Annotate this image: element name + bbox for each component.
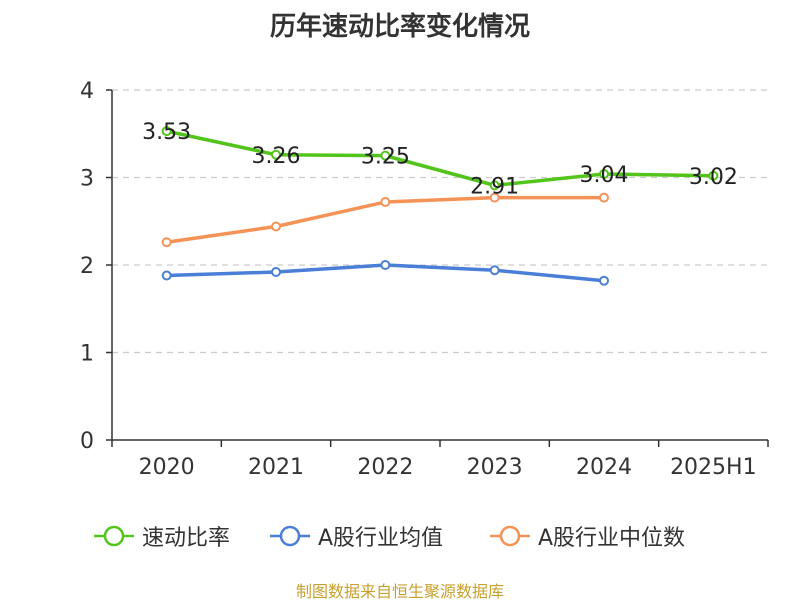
legend-item-industry-mean[interactable]: A股行业均值 bbox=[270, 516, 443, 556]
data-point-series-0 bbox=[380, 150, 391, 161]
data-point-series-0 bbox=[161, 126, 172, 137]
data-point-series-2 bbox=[380, 197, 391, 207]
data-point-series-0 bbox=[708, 170, 719, 181]
data-point-series-2 bbox=[271, 221, 281, 232]
data-point-series-1 bbox=[161, 270, 172, 281]
y-tick-label: 4 bbox=[80, 79, 94, 104]
data-point-series-0 bbox=[489, 180, 500, 191]
data-point-series-2 bbox=[599, 192, 609, 203]
x-tick-label: 2022 bbox=[357, 455, 413, 480]
series-line-0 bbox=[166, 129, 714, 188]
data-label: 3.53 bbox=[142, 120, 191, 145]
data-point-series-1 bbox=[271, 267, 281, 277]
x-tick-label: 2020 bbox=[139, 455, 195, 480]
legend: 速动比率 A股行业均值 A股行业中位数 bbox=[0, 516, 800, 556]
data-label: 3.02 bbox=[689, 165, 738, 190]
y-tick-label: 3 bbox=[80, 167, 94, 192]
legend-item-quick-ratio[interactable]: 速动比率 bbox=[94, 516, 230, 556]
legend-label-industry-median: A股行业中位数 bbox=[538, 526, 686, 551]
x-tick-label: 2025H1 bbox=[670, 455, 757, 480]
data-label: 3.25 bbox=[361, 145, 410, 170]
data-label: 2.91 bbox=[470, 174, 519, 199]
legend-marker-industry-mean bbox=[270, 525, 310, 547]
legend-label-industry-mean: A股行业均值 bbox=[318, 526, 444, 551]
data-label: 3.04 bbox=[580, 163, 629, 188]
legend-label-quick-ratio: 速动比率 bbox=[142, 526, 231, 551]
legend-marker-industry-median bbox=[490, 525, 530, 547]
legend-marker-quick-ratio bbox=[94, 525, 134, 547]
y-tick-label: 2 bbox=[80, 254, 94, 279]
data-point-series-2 bbox=[489, 192, 500, 203]
x-tick-label: 2021 bbox=[248, 455, 304, 480]
y-tick-label: 1 bbox=[80, 342, 94, 367]
data-source-note: 制图数据来自恒生聚源数据库 bbox=[295, 582, 504, 601]
data-point-series-0 bbox=[599, 169, 609, 179]
data-point-series-2 bbox=[161, 237, 172, 248]
x-tick-label: 2024 bbox=[576, 455, 632, 480]
x-tick-label: 2023 bbox=[467, 455, 523, 480]
y-tick-label: 0 bbox=[80, 429, 94, 454]
legend-item-industry-median[interactable]: A股行业中位数 bbox=[490, 516, 685, 556]
chart-title: 历年速动比率变化情况 bbox=[269, 12, 530, 42]
data-label: 3.26 bbox=[252, 144, 301, 169]
data-point-series-1 bbox=[380, 260, 391, 270]
data-point-series-0 bbox=[271, 149, 281, 160]
data-point-series-1 bbox=[599, 275, 609, 286]
data-point-series-1 bbox=[489, 265, 500, 276]
